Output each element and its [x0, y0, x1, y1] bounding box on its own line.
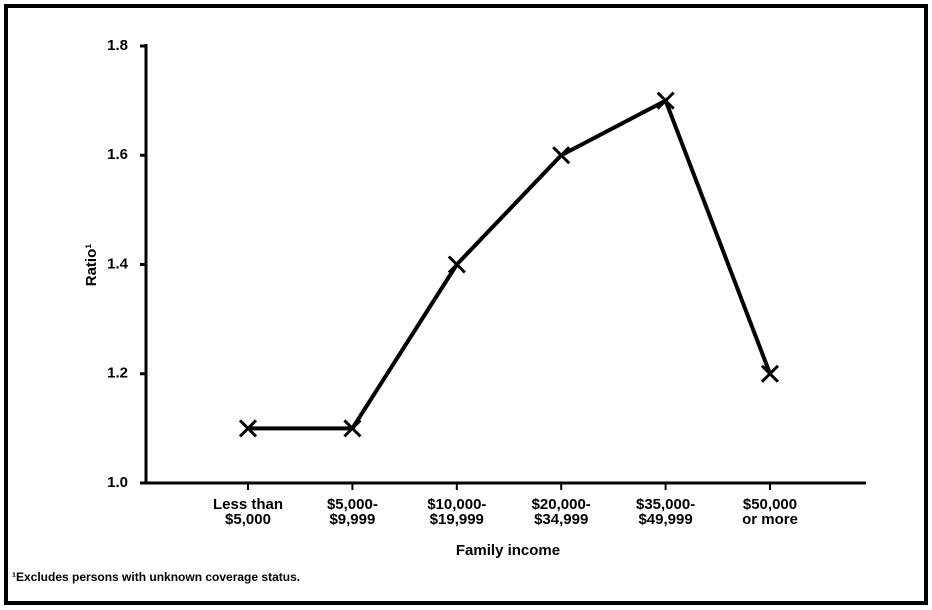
x-tick-label: $5,000- $9,999 [326, 496, 378, 528]
data-marker [238, 419, 258, 438]
data-marker [760, 364, 780, 383]
y-tick-label: 1.2 [107, 365, 128, 382]
marker-stroke [552, 146, 571, 165]
marker-stroke [238, 419, 258, 438]
data-marker [656, 91, 675, 110]
x-tick-label: $20,000- $34,999 [531, 496, 591, 528]
data-line [248, 98, 772, 431]
data-marker [343, 419, 362, 438]
marker-stroke [760, 364, 780, 383]
y-tick-label: 1.0 [107, 474, 128, 491]
y-tick-label: 1.4 [107, 255, 129, 272]
y-axis-label: Ratio¹ [83, 244, 100, 287]
x-axis-label: Family income [456, 542, 560, 559]
x-tick-label: $10,000- $19,999 [427, 496, 487, 528]
x-tick-label: $35,000- $49,999 [635, 496, 696, 528]
x-tick-label: $50,000 or more [742, 496, 798, 528]
x-tick-label: Less than $5,000 [212, 496, 284, 528]
footnote: ¹Excludes persons with unknown coverage … [12, 570, 300, 584]
marker-stroke [343, 419, 362, 438]
marker-stroke [447, 255, 466, 274]
frame [4, 4, 928, 605]
data-marker [447, 255, 466, 274]
marker-stroke [656, 91, 675, 110]
y-tick-label: 1.6 [107, 146, 128, 163]
data-marker [552, 146, 571, 165]
y-tick-label: 1.8 [107, 37, 128, 54]
